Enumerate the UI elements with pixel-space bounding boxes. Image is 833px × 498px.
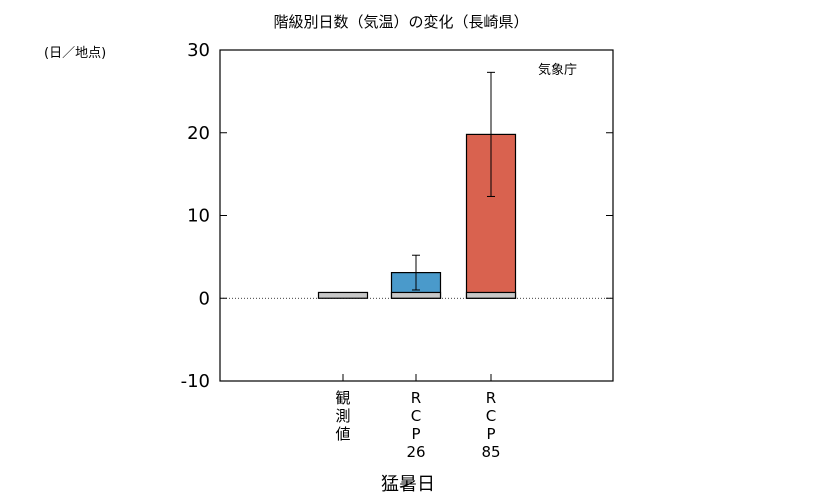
x-tick-label: C [411,407,421,425]
plot-frame [219,49,614,382]
chart-title: 階級別日数（気温）の変化（長崎県） [273,13,528,31]
x-tick-label: 観 [335,389,350,407]
y-tick-label: -10 [181,371,210,392]
y-axis: -10 0 10 20 30 [181,40,613,392]
x-axis-title: 猛暑日 [381,474,435,495]
y-tick-label: 30 [187,40,210,61]
x-tick-label: 26 [406,443,425,461]
x-tick-label: P [486,425,495,443]
source-label: 気象庁 [538,62,577,78]
bar-observed-base [390,291,442,299]
x-tick-label: R [486,389,496,407]
bar-observed-base [317,291,369,299]
x-tick-label: 測 [335,407,350,425]
y-tick-label: 10 [187,206,210,227]
y-tick-label: 20 [187,123,210,144]
x-tick-label: 85 [481,443,500,461]
unit-label: (日／地点) [44,46,106,61]
x-tick-label: P [411,425,420,443]
bars [317,71,517,299]
x-tick-label: 値 [335,425,350,443]
x-tick-label: R [411,389,421,407]
bar-observed-base [465,291,517,299]
y-tick-label: 0 [199,288,210,309]
x-tick-label: C [486,407,496,425]
